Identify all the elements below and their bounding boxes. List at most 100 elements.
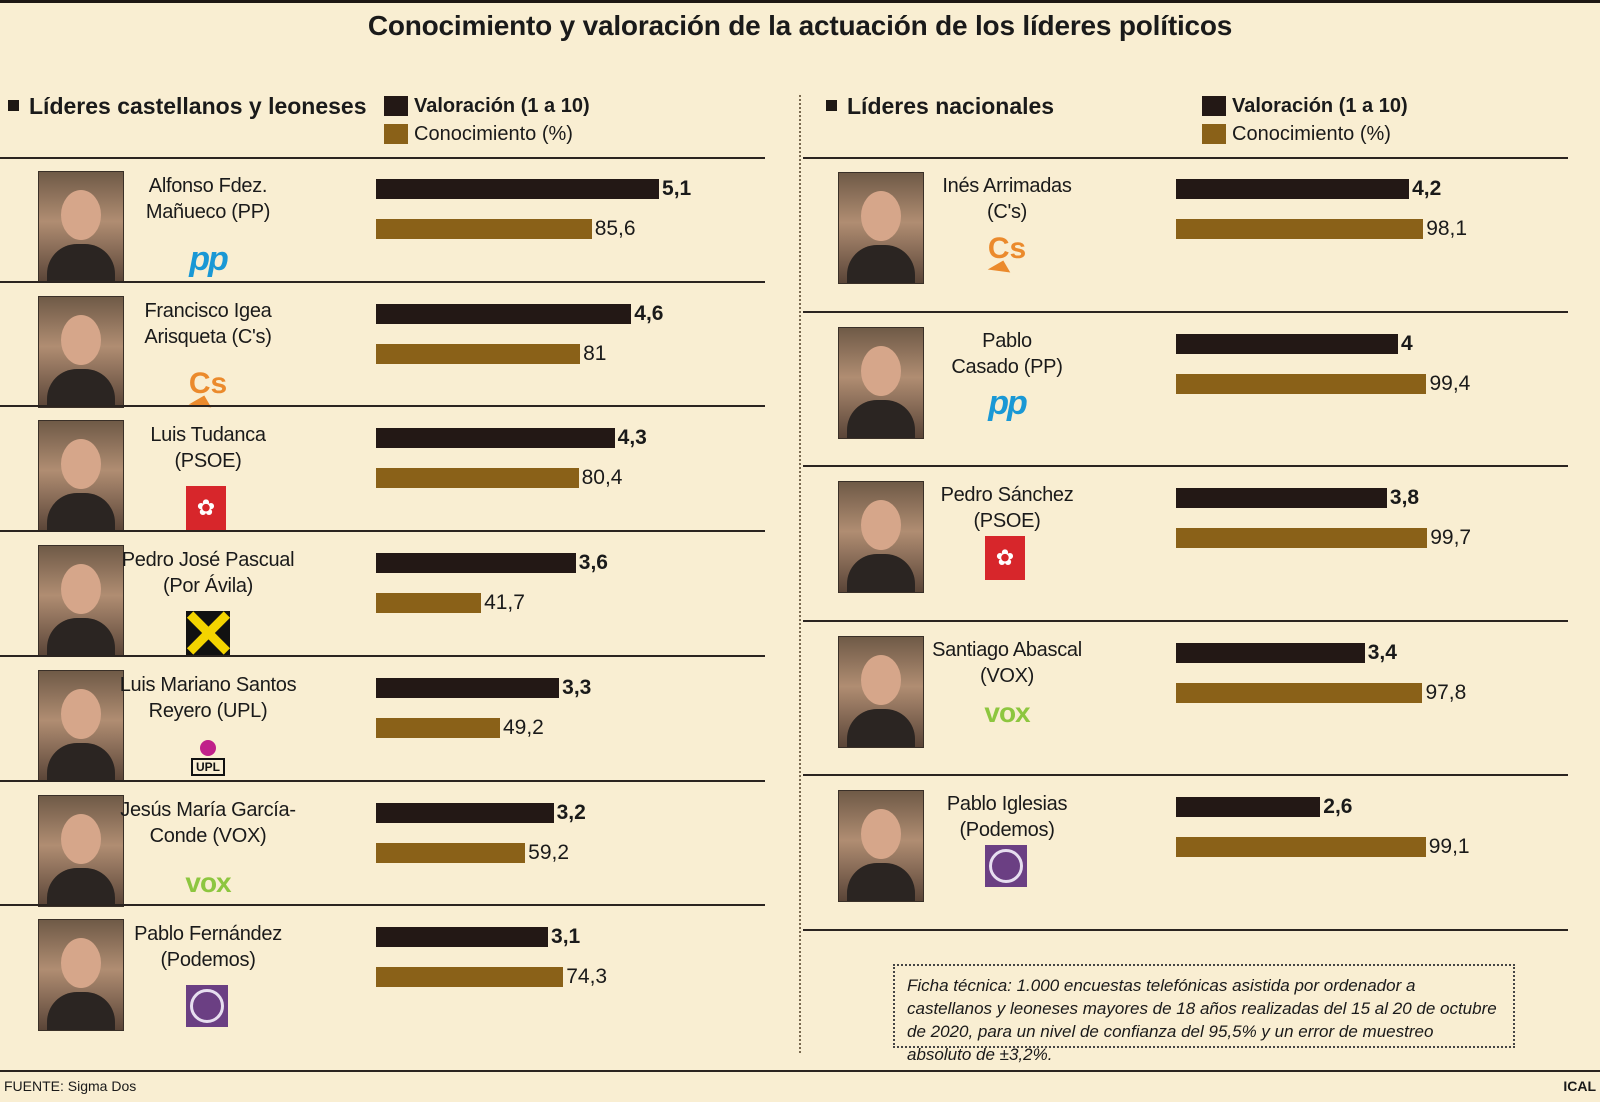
pp-logo: pp bbox=[186, 237, 230, 281]
legend-label-valoracion: Valoración (1 a 10) bbox=[1232, 94, 1408, 117]
portrait-head-shape bbox=[61, 688, 101, 739]
leader-name-line1: Inés Arrimadas bbox=[942, 175, 1072, 197]
psoe-logo: ✿ bbox=[985, 536, 1025, 581]
section-title-regional: Líderes castellanos y leoneses bbox=[8, 93, 367, 120]
valoracion-value-label: 4 bbox=[1401, 331, 1413, 355]
leader-name-line2: Arisqueta (C's) bbox=[144, 325, 272, 348]
conocimiento-value-label: 99,7 bbox=[1430, 526, 1472, 550]
valoracion-value-label: 3,6 bbox=[578, 551, 608, 575]
conocimiento-bar bbox=[1176, 682, 1423, 703]
leader-name: Francisco Igea Arisqueta (C's) bbox=[108, 298, 308, 350]
portrait-head-shape bbox=[861, 654, 901, 705]
leader-name: Luis Tudanca (PSOE) bbox=[108, 422, 308, 474]
conocimiento-value-label: 99,4 bbox=[1429, 371, 1471, 395]
top-rule bbox=[0, 0, 1600, 3]
vox-logo: vox bbox=[984, 691, 1030, 735]
leader-name-line2: (Podemos) bbox=[959, 819, 1055, 842]
conocimiento-bar bbox=[376, 593, 482, 614]
portrait-head-shape bbox=[61, 813, 101, 864]
conocimiento-bar bbox=[376, 967, 564, 988]
leader-photo bbox=[38, 171, 124, 283]
leader-name-line2: (PSOE) bbox=[174, 450, 242, 473]
valoracion-bar bbox=[376, 428, 615, 449]
row-divider bbox=[0, 405, 765, 408]
portrait-head-shape bbox=[861, 809, 901, 860]
conocimiento-bar bbox=[376, 343, 581, 364]
leader-photo bbox=[38, 669, 124, 782]
valoracion-bar bbox=[376, 677, 560, 698]
row-divider bbox=[0, 779, 765, 782]
leader-photo bbox=[38, 295, 124, 408]
section-title-text: Líderes nacionales bbox=[847, 93, 1055, 119]
leader-name-line2: (Por Ávila) bbox=[162, 575, 254, 598]
leader-name: Pablo Fernández (Podemos) bbox=[108, 921, 308, 973]
chart-title: Conocimiento y valoración de la actuació… bbox=[367, 10, 1233, 41]
conocimiento-value-label: 98,1 bbox=[1426, 217, 1468, 240]
conocimiento-value-label: 49,2 bbox=[502, 715, 544, 739]
row-divider bbox=[803, 310, 1568, 313]
regional-leaders: Alfonso Fdez. Mañueco (PP) pp 5,1 85,6 Franci… bbox=[0, 0, 1600, 1032]
conocimiento-bar bbox=[1176, 219, 1424, 239]
portrait-body-shape bbox=[47, 493, 115, 532]
portrait-body-shape bbox=[47, 368, 115, 407]
leader-photo bbox=[838, 790, 924, 903]
conocimiento-value-label: 85,6 bbox=[594, 217, 636, 240]
portrait-body-shape bbox=[847, 554, 915, 593]
row-divider bbox=[803, 774, 1568, 777]
conocimiento-value-label: 80,4 bbox=[581, 466, 623, 490]
pp-logo-text: pp bbox=[189, 239, 229, 278]
leader-name-line1: Francisco Igea bbox=[144, 299, 272, 322]
cs-logo: Cs bbox=[985, 227, 1029, 282]
valoracion-value-label: 3,3 bbox=[562, 675, 592, 699]
valoracion-value-label: 2,6 bbox=[1323, 795, 1353, 819]
podemos-circle-icon bbox=[190, 989, 224, 1024]
portrait-body-shape bbox=[47, 867, 115, 906]
leader-name: Pablo Casado (PP) bbox=[907, 328, 1107, 380]
valoracion-bar bbox=[1176, 333, 1398, 354]
leader-name-line1: Alfonso Fdez. bbox=[148, 175, 268, 197]
leader-name: Jesús María García- Conde (VOX) bbox=[108, 797, 308, 849]
upl-logo-text: UPL bbox=[191, 757, 225, 776]
leader-name: Pedro Sánchez (PSOE) bbox=[907, 482, 1107, 534]
legend-swatch-conocimiento bbox=[1202, 124, 1226, 144]
legend-label-conocimiento: Conocimiento (%) bbox=[1232, 122, 1391, 145]
valoracion-bar bbox=[1176, 488, 1387, 509]
valoracion-value-label: 4,3 bbox=[617, 426, 647, 450]
row-divider bbox=[803, 929, 1568, 931]
leader-name-line2: Reyero (UPL) bbox=[148, 699, 268, 722]
psoe-logo: ✿ bbox=[186, 486, 226, 531]
conocimiento-bar bbox=[376, 219, 592, 239]
row-divider bbox=[0, 904, 765, 907]
leader-name-line1: Pablo bbox=[982, 329, 1032, 352]
portrait-body-shape bbox=[47, 992, 115, 1031]
cs-logo-letters: Cs bbox=[188, 366, 228, 400]
valoracion-value-label: 4,2 bbox=[1412, 177, 1442, 200]
leader-name-line2: (Podemos) bbox=[160, 949, 256, 972]
valoracion-value-label: 5,1 bbox=[662, 177, 692, 200]
leader-name: Alfonso Fdez. Mañueco (PP) bbox=[108, 173, 308, 225]
conocimiento-bar bbox=[1176, 528, 1428, 549]
valoracion-value-label: 3,8 bbox=[1389, 486, 1420, 510]
leader-photo bbox=[38, 794, 124, 907]
leader-name: Santiago Abascal (VOX) bbox=[907, 637, 1107, 689]
row-divider bbox=[803, 619, 1568, 622]
portrait-head-shape bbox=[861, 500, 901, 551]
valoracion-bar bbox=[376, 802, 554, 823]
portrait-head-shape bbox=[61, 190, 101, 240]
cs-logo-letters: Cs bbox=[987, 232, 1027, 265]
valoracion-bar bbox=[1176, 797, 1321, 818]
por-avila-logo bbox=[186, 611, 231, 656]
leader-name-line1: Pedro José Pascual bbox=[121, 549, 295, 572]
legend-swatch-conocimiento bbox=[384, 124, 408, 144]
portrait-head-shape bbox=[61, 439, 101, 490]
leader-name-line2: (VOX) bbox=[979, 664, 1035, 687]
portrait-body-shape bbox=[847, 863, 915, 902]
row-divider bbox=[0, 530, 765, 533]
portrait-head-shape bbox=[861, 191, 901, 241]
podemos-logo bbox=[186, 985, 228, 1028]
legend-regional: Valoración (1 a 10) Conocimiento (%) bbox=[384, 92, 590, 148]
legend-national: Valoración (1 a 10) Conocimiento (%) bbox=[1202, 92, 1408, 148]
leader-photo bbox=[38, 919, 124, 1032]
cs-logo-text: Cs bbox=[188, 366, 228, 417]
leader-name-line1: Jesús María García- bbox=[120, 798, 296, 821]
